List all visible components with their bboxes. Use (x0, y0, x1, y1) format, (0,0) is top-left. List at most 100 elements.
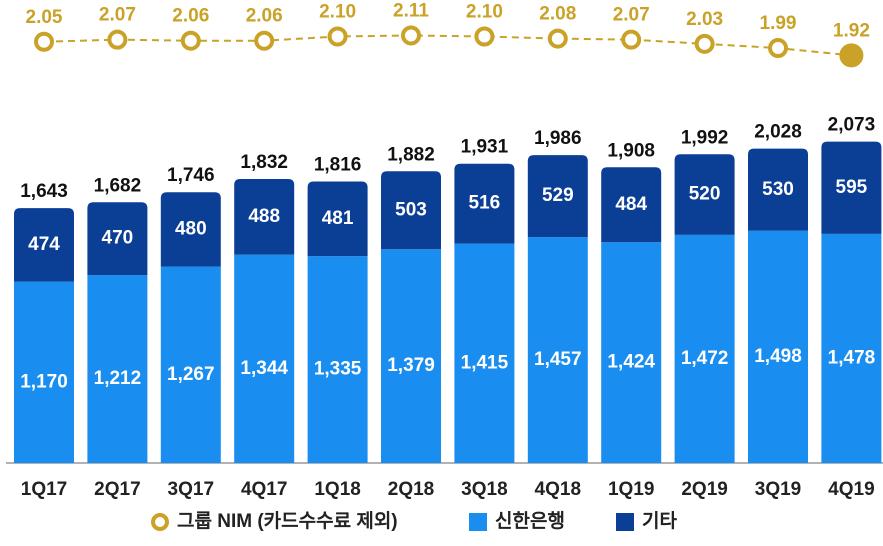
bar-label: 1,344 (240, 358, 288, 379)
nim-marker (621, 29, 642, 50)
bar-label: 1,267 (167, 364, 215, 385)
x-tick-label: 2Q17 (94, 479, 140, 500)
total-label: 1,992 (681, 127, 729, 148)
bar-segment (234, 254, 295, 463)
x-tick-label: 2Q18 (388, 479, 434, 500)
bar-label: 481 (322, 208, 354, 229)
bar-label: 1,415 (461, 352, 509, 373)
bar-label: 1,379 (387, 355, 435, 376)
bar-label: 516 (469, 193, 501, 214)
total-label: 1,643 (20, 181, 68, 202)
bar-label: 474 (28, 234, 60, 255)
x-tick-label: 1Q17 (21, 479, 67, 500)
bar-segment (748, 230, 808, 463)
nim-label: 2.07 (99, 5, 136, 26)
bar-segment (87, 275, 148, 463)
bar-label: 1,212 (94, 368, 142, 389)
nim-marker (327, 26, 348, 47)
bar-label: 1,498 (754, 346, 802, 367)
nim-label: 2.10 (319, 2, 356, 23)
bar-segment (14, 281, 74, 463)
total-label: 1,746 (167, 165, 215, 186)
bar-label: 503 (395, 199, 427, 220)
bar-segment (381, 171, 441, 250)
bar-label: 484 (615, 194, 647, 215)
bar-label: 1,424 (607, 352, 655, 373)
legend-marker (469, 513, 487, 531)
bar-label: 529 (542, 185, 574, 206)
total-label: 1,832 (240, 152, 288, 173)
nim-marker (474, 26, 495, 47)
bar-label: 1,472 (681, 348, 729, 369)
total-label: 2,028 (754, 122, 802, 143)
bar-label: 470 (102, 228, 134, 249)
x-tick-label: 4Q19 (828, 479, 874, 500)
legend-label: 신한은행 (495, 510, 565, 532)
nim-label: 2.05 (26, 7, 63, 28)
total-label: 1,908 (607, 140, 655, 161)
bar-segment (821, 141, 882, 234)
legend-label: 그룹 NIM (카드수수료 제외) (177, 510, 398, 532)
bar-segment (601, 242, 662, 463)
bar-label: 520 (689, 184, 721, 205)
bar-segment (307, 181, 368, 257)
x-tick-label: 4Q18 (535, 479, 581, 500)
nim-marker (694, 33, 715, 54)
nim-marker (401, 25, 421, 46)
legend-label: 기타 (642, 510, 677, 532)
bar-segment (160, 266, 221, 463)
bar-segment (601, 167, 662, 243)
bar-segment (87, 202, 148, 276)
bar-segment (234, 179, 295, 255)
bar-segment (527, 155, 588, 238)
bar-label: 488 (248, 206, 280, 227)
nim-marker (180, 30, 201, 51)
nim-marker (107, 29, 128, 50)
nim-marker (547, 28, 568, 49)
bar-segment (307, 256, 368, 463)
bar-segment (160, 192, 221, 267)
nim-marker (768, 38, 788, 59)
nim-label: 2.08 (539, 4, 576, 25)
nim-label: 1.99 (760, 13, 797, 34)
x-tick-label: 4Q17 (241, 479, 287, 500)
nim-line (43, 34, 852, 57)
total-label: 1,882 (387, 144, 435, 165)
bar-label: 1,170 (20, 371, 68, 392)
x-tick-label: 1Q18 (314, 479, 360, 500)
nim-label: 2.07 (613, 5, 650, 26)
nim-marker (839, 43, 864, 68)
bar-label: 480 (175, 218, 207, 239)
bar-label: 1,457 (534, 349, 582, 370)
bar-segment (748, 148, 808, 231)
nim-label: 2.06 (172, 6, 209, 27)
nim-marker (254, 30, 275, 51)
total-label: 2,073 (828, 115, 876, 136)
x-tick-label: 2Q19 (681, 479, 727, 500)
total-label: 1,816 (314, 155, 362, 176)
bar-label: 1,335 (314, 359, 362, 380)
bar-segment (454, 243, 515, 463)
x-tick-label: 3Q17 (168, 479, 214, 500)
nim-label: 2.06 (246, 6, 283, 27)
bar-label: 530 (762, 179, 794, 200)
bar-segment (454, 163, 515, 244)
legend-marker (616, 513, 634, 531)
bar-segment (821, 233, 882, 463)
nim-marker (34, 31, 54, 52)
nim-label: 2.10 (466, 2, 503, 23)
total-label: 1,986 (534, 128, 582, 149)
bar-label: 595 (836, 177, 868, 198)
legend-marker (151, 513, 169, 531)
nim-label: 2.03 (686, 9, 723, 30)
nim-label: 2.11 (393, 0, 429, 21)
bar-label: 1,478 (828, 347, 876, 368)
total-label: 1,682 (94, 175, 142, 196)
x-tick-label: 1Q19 (608, 479, 654, 500)
bar-segment (381, 249, 441, 463)
x-tick-label: 3Q18 (461, 479, 507, 500)
bar-segment (674, 234, 735, 463)
bar-segment (674, 154, 735, 235)
total-label: 1,931 (461, 137, 509, 158)
